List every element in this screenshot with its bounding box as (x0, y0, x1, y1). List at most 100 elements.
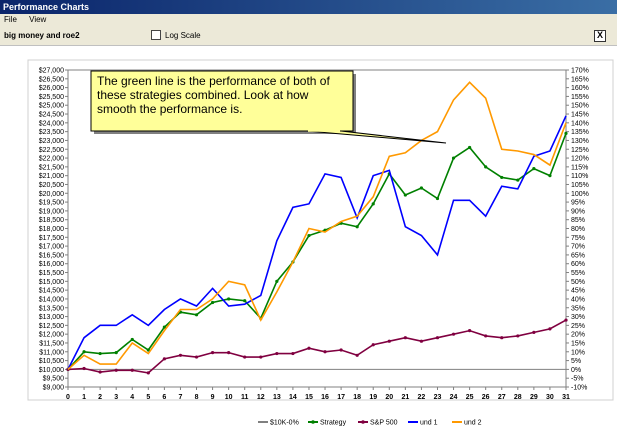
series-point-1 (468, 145, 472, 150)
series-point-1 (227, 297, 231, 301)
legend-marker-1 (311, 420, 315, 424)
y2-tick-label: 55% (571, 270, 585, 277)
legend-label-1: Strategy (320, 420, 347, 427)
series-point-2 (98, 370, 102, 374)
y2-tick-label: 155% (571, 94, 589, 101)
series-point-2 (339, 348, 343, 352)
series-point-1 (371, 202, 375, 206)
close-chart-button[interactable]: X (594, 30, 606, 42)
series-point-2 (468, 329, 472, 333)
y-tick-label: $15,500 (39, 270, 64, 277)
y2-tick-label: 110% (571, 173, 588, 180)
y-tick-label: $14,000 (39, 296, 64, 303)
y-tick-label: $26,000 (39, 85, 64, 92)
series-line-4 (67, 81, 567, 370)
x-tick-label: 11 (241, 394, 249, 401)
y-tick-label: $27,000 (39, 68, 64, 75)
x-tick-label: 3 (114, 394, 118, 401)
y2-tick-label: 85% (571, 217, 585, 224)
x-tick-label: 18 (353, 394, 361, 401)
series-point-2 (548, 327, 552, 331)
series-point-2 (451, 332, 456, 336)
window-title-bar: Performance Charts (0, 0, 617, 14)
y2-tick-label: 50% (571, 279, 585, 286)
x-tick-label: 23 (434, 394, 442, 401)
y2-tick-label: -10% (571, 385, 587, 392)
series-line-2 (67, 319, 567, 374)
log-scale-toggle[interactable]: Log Scale (151, 30, 201, 40)
y-tick-label: $17,500 (39, 235, 64, 242)
series-point-1 (516, 178, 520, 182)
series-point-1 (435, 196, 440, 201)
x-tick-label: 20 (385, 394, 393, 401)
x-tick-label: 13 (273, 394, 281, 401)
y2-tick-label: 115% (571, 164, 588, 171)
series-point-2 (419, 339, 424, 343)
y2-tick-label: 170% (571, 68, 589, 75)
y2-tick-label: 95% (571, 200, 585, 207)
series-point-1 (210, 300, 215, 305)
series-point-2 (275, 351, 279, 356)
y-tick-label: $12,000 (39, 332, 64, 339)
y-tick-label: $14,500 (39, 288, 64, 295)
y-tick-label: $22,000 (39, 156, 64, 163)
toolbar: big money and roe2 Log Scale X (0, 26, 617, 46)
callout-text: The green line is the performance of bot… (97, 74, 330, 116)
legend-marker-2 (361, 420, 365, 424)
y-tick-label: $25,500 (39, 94, 64, 101)
x-tick-label: 7 (178, 394, 182, 401)
y-tick-label: $16,000 (39, 261, 64, 268)
y-tick-label: $9,500 (43, 376, 65, 383)
y2-tick-label: 45% (571, 288, 585, 295)
y2-tick-label: 15% (571, 340, 585, 347)
series-point-2 (403, 336, 407, 340)
x-tick-label: 4 (130, 394, 134, 401)
y2-tick-label: 150% (571, 103, 589, 110)
y2-tick-label: 140% (571, 120, 589, 127)
series-point-2 (162, 357, 166, 361)
series-point-1 (403, 193, 407, 197)
log-scale-checkbox[interactable] (151, 30, 161, 40)
y-tick-label: $20,500 (39, 182, 64, 189)
y2-tick-label: 160% (571, 85, 589, 92)
series-point-1 (532, 167, 536, 171)
y-tick-label: $18,000 (39, 226, 64, 233)
y2-tick-label: 40% (571, 296, 585, 303)
x-tick-label: 2 (98, 394, 102, 401)
y-tick-label: $13,500 (39, 305, 64, 312)
series-point-2 (355, 353, 359, 357)
series-point-1 (243, 299, 247, 303)
menu-file[interactable]: File (4, 15, 17, 24)
series-line-3 (67, 115, 567, 370)
series-point-2 (130, 368, 134, 372)
series-point-1 (98, 351, 102, 356)
y-tick-label: $13,000 (39, 314, 64, 321)
series-point-1 (564, 131, 568, 135)
y2-tick-label: 0% (571, 367, 581, 374)
y-tick-label: $19,500 (39, 200, 64, 207)
series-point-1 (275, 279, 279, 283)
x-tick-label: 21 (401, 394, 409, 401)
x-tick-label: 24 (450, 394, 458, 401)
x-tick-label: 12 (257, 394, 265, 401)
series-point-2 (532, 330, 536, 335)
series-point-1 (162, 325, 166, 329)
y2-tick-label: 125% (571, 147, 589, 154)
x-tick-label: 28 (514, 394, 522, 401)
y-tick-label: $26,500 (39, 76, 64, 83)
y2-tick-label: 60% (571, 261, 585, 268)
y-tick-label: $11,500 (39, 340, 64, 347)
series-point-2 (146, 371, 150, 375)
y-tick-label: $21,000 (39, 173, 64, 180)
chart-name-label: big money and roe2 (4, 31, 80, 40)
x-tick-label: 26 (482, 394, 490, 401)
y2-tick-label: 75% (571, 235, 585, 242)
callout-box (90, 70, 354, 132)
series-point-2 (564, 318, 568, 322)
y2-tick-label: 105% (571, 182, 589, 189)
y2-tick-label: 70% (571, 244, 585, 251)
x-tick-label: 31 (562, 394, 570, 401)
legend-label-2: S&P 500 (370, 420, 398, 427)
series-point-2 (291, 351, 295, 356)
menu-view[interactable]: View (29, 15, 47, 24)
